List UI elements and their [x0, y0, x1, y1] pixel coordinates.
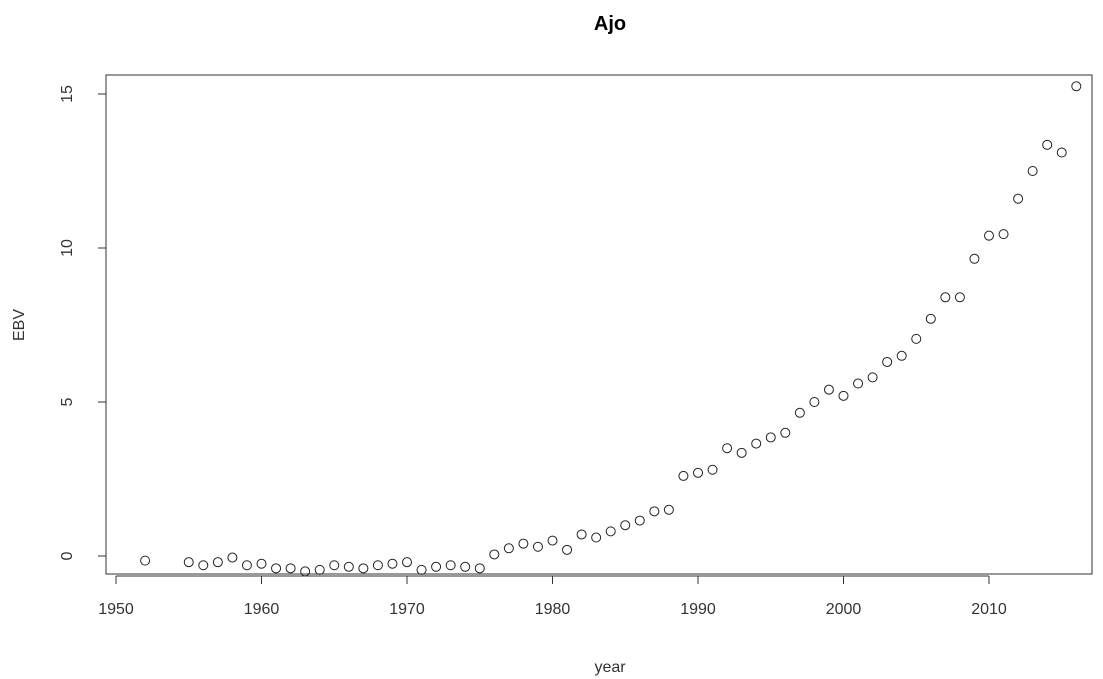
data-point: [780, 427, 791, 438]
data-point: [867, 372, 878, 383]
x-tick-label: 1950: [98, 601, 134, 618]
data-point: [227, 552, 238, 563]
data-point: [343, 561, 354, 572]
data-point: [591, 532, 602, 543]
y-axis: 0 5 10 15: [59, 85, 107, 560]
chart-title: Ajo: [594, 13, 626, 35]
data-point: [809, 397, 820, 407]
data-point: [1056, 147, 1067, 158]
x-axis-label: year: [594, 659, 626, 676]
data-point: [372, 560, 383, 571]
x-axis: 1950 1960 1970 1980 1990 2000 2010: [98, 575, 1007, 618]
data-point: [300, 566, 311, 577]
data-point: [183, 557, 194, 568]
data-point: [314, 564, 325, 575]
data-points: [140, 81, 1082, 577]
data-point: [969, 253, 980, 264]
data-point: [620, 520, 631, 531]
data-point: [838, 390, 849, 401]
data-point: [576, 529, 587, 540]
data-point: [140, 555, 151, 566]
data-point: [402, 557, 412, 568]
data-point: [198, 560, 209, 571]
x-tick-label: 2010: [971, 601, 1007, 618]
data-point: [765, 432, 776, 443]
data-point: [387, 558, 398, 569]
data-point: [547, 535, 558, 546]
data-point: [605, 526, 616, 537]
data-point: [998, 229, 1009, 240]
x-tick-label: 1970: [389, 601, 425, 618]
x-tick-label: 1990: [680, 601, 716, 618]
data-point: [256, 558, 267, 569]
data-point: [358, 563, 369, 574]
x-tick-label: 1980: [535, 601, 571, 618]
data-point: [954, 292, 965, 303]
data-point: [416, 564, 427, 575]
data-point: [678, 470, 689, 481]
data-point: [212, 557, 223, 568]
data-point: [925, 313, 936, 324]
data-point: [896, 350, 907, 361]
y-tick-label: 0: [59, 551, 76, 560]
data-point: [984, 230, 994, 241]
data-point: [532, 541, 543, 552]
data-point: [285, 563, 296, 574]
data-point: [794, 407, 805, 418]
data-point: [823, 384, 834, 395]
data-point: [693, 467, 703, 478]
y-tick-label: 15: [59, 85, 76, 103]
data-point: [853, 378, 864, 389]
data-point: [241, 560, 252, 571]
x-tick-label: 2000: [826, 601, 862, 618]
data-point: [940, 292, 951, 303]
data-point: [518, 538, 529, 549]
data-point: [707, 464, 718, 475]
data-point: [562, 544, 573, 555]
data-point: [329, 560, 340, 571]
y-tick-label: 5: [59, 397, 76, 406]
data-point: [634, 515, 645, 526]
y-axis-label: EBV: [11, 309, 28, 341]
data-point: [431, 561, 442, 572]
data-point: [1013, 193, 1024, 204]
data-point: [751, 438, 762, 449]
data-point: [474, 563, 485, 574]
data-point: [460, 561, 471, 572]
data-point: [1027, 166, 1038, 176]
data-point: [1071, 81, 1082, 92]
data-point: [503, 543, 514, 554]
data-point: [445, 560, 456, 571]
data-point: [1042, 139, 1053, 150]
plot-frame: [105, 74, 1093, 575]
data-point: [882, 356, 893, 367]
data-point: [489, 549, 500, 560]
x-tick-label: 1960: [244, 601, 280, 618]
data-point: [271, 563, 282, 574]
data-point: [911, 333, 922, 344]
data-point: [736, 447, 747, 458]
y-tick-label: 10: [59, 239, 76, 257]
data-point: [722, 443, 733, 454]
data-point: [663, 504, 674, 515]
data-point: [649, 506, 660, 517]
